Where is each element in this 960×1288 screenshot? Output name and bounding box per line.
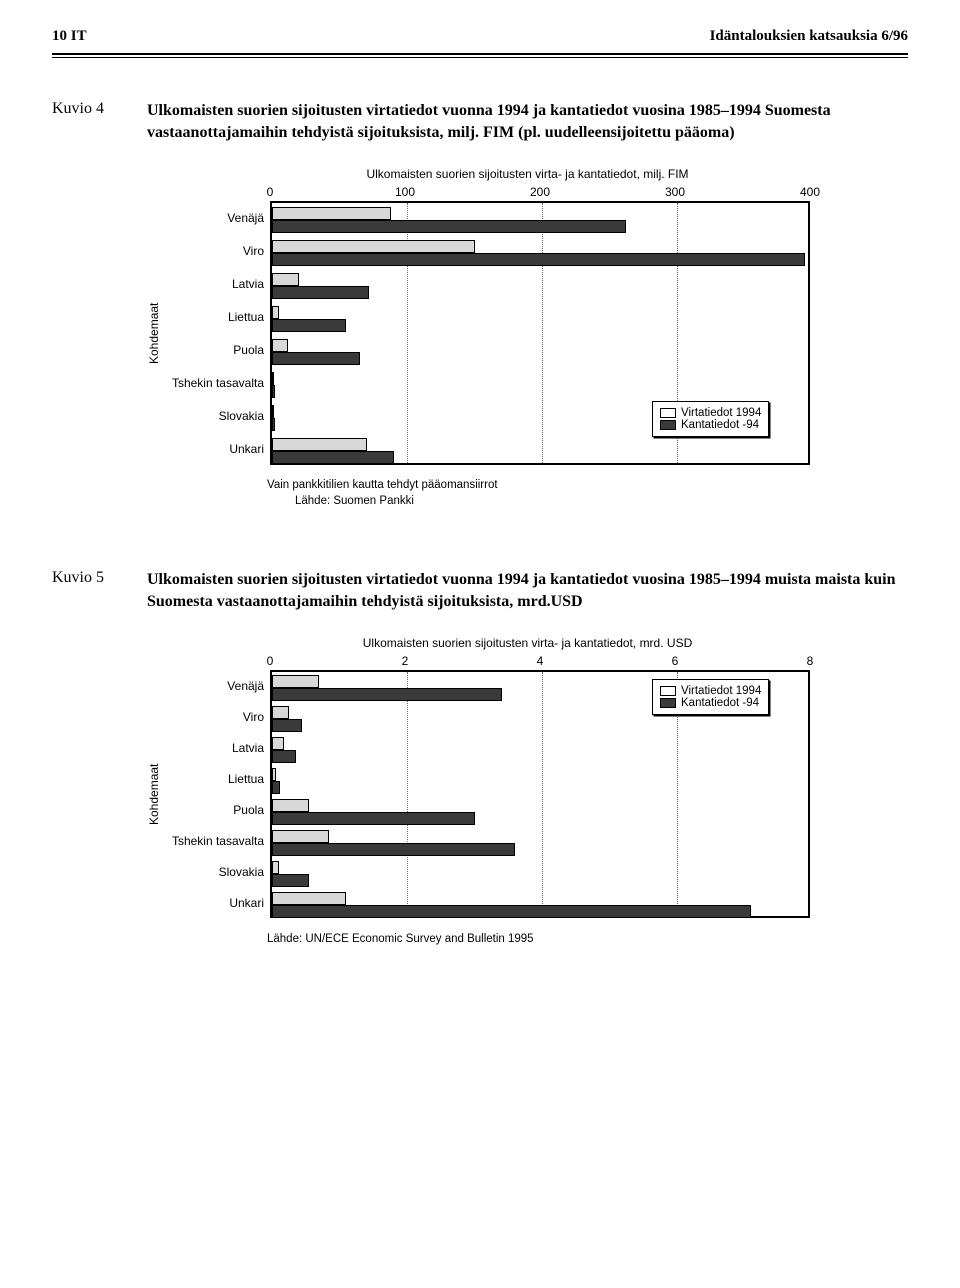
figure-5-plot-area: Virtatiedot 1994Kantatiedot -94 (270, 670, 810, 918)
bar-kantatiedot (272, 781, 280, 794)
bar-kantatiedot (272, 352, 360, 365)
bar-kantatiedot (272, 688, 502, 701)
bar-virtatiedot (272, 372, 274, 385)
figure-5-source: Lähde: UN/ECE Economic Survey and Bullet… (267, 932, 908, 948)
bar-group (272, 203, 626, 236)
bar-kantatiedot (272, 719, 302, 732)
category-label: Slovakia (165, 856, 264, 887)
figure-4-label: Kuvio 4 (52, 100, 147, 118)
bar-group (272, 236, 805, 269)
bar-group (272, 858, 309, 889)
page-number: 10 IT (52, 28, 87, 45)
category-label: Viro (165, 701, 264, 732)
bar-group (272, 434, 394, 467)
category-label: Latvia (165, 267, 264, 300)
bar-virtatiedot (272, 861, 279, 874)
bar-kantatiedot (272, 874, 309, 887)
bar-kantatiedot (272, 220, 626, 233)
running-title: Idäntalouksien katsauksia 6/96 (710, 28, 908, 45)
gridline (407, 672, 408, 916)
figure-5-subtitle: Ulkomaisten suorien sijoitusten virta- j… (147, 636, 908, 650)
bar-group (272, 703, 302, 734)
bar-group (272, 796, 475, 827)
bar-group (272, 734, 296, 765)
bar-virtatiedot (272, 240, 475, 253)
bar-kantatiedot (272, 319, 346, 332)
bar-virtatiedot (272, 438, 367, 451)
figure-5-label: Kuvio 5 (52, 569, 147, 587)
bar-virtatiedot (272, 405, 274, 418)
bar-group (272, 368, 275, 401)
bar-group (272, 269, 369, 302)
gridline (542, 672, 543, 916)
bar-kantatiedot (272, 418, 275, 431)
figure-4-subtitle: Ulkomaisten suorien sijoitusten virta- j… (147, 167, 908, 181)
header-rule-secondary (52, 57, 908, 58)
category-label: Venäjä (165, 670, 264, 701)
bar-group (272, 401, 275, 434)
bar-virtatiedot (272, 306, 279, 319)
category-label: Liettua (165, 300, 264, 333)
category-label: Tshekin tasavalta (165, 825, 264, 856)
bar-virtatiedot (272, 339, 288, 352)
category-label: Latvia (165, 732, 264, 763)
category-label: Liettua (165, 763, 264, 794)
bar-kantatiedot (272, 905, 751, 918)
figure-4-source: Vain pankkitilien kautta tehdyt pääomans… (267, 478, 908, 509)
bar-group (272, 889, 751, 920)
bar-virtatiedot (272, 892, 346, 905)
category-label: Puola (165, 794, 264, 825)
page-header: 10 IT Idäntalouksien katsauksia 6/96 (52, 28, 908, 45)
bar-kantatiedot (272, 451, 394, 464)
figure-4-caption: Ulkomaisten suorien sijoitusten virtatie… (147, 100, 908, 143)
figure-4-chart: Ulkomaisten suorien sijoitusten virta- j… (147, 167, 908, 509)
bar-virtatiedot (272, 207, 391, 220)
bar-virtatiedot (272, 799, 309, 812)
legend-swatch-virta (660, 686, 676, 696)
category-label: Unkari (165, 887, 264, 918)
legend: Virtatiedot 1994Kantatiedot -94 (652, 679, 769, 715)
category-label: Puola (165, 333, 264, 366)
figure-5-xticks: 02468 (270, 654, 810, 670)
y-axis-label: Kohdemaat (147, 670, 165, 918)
bar-virtatiedot (272, 273, 299, 286)
legend-swatch-kanta (660, 698, 676, 708)
category-label: Viro (165, 234, 264, 267)
bar-kantatiedot (272, 286, 369, 299)
category-label: Tshekin tasavalta (165, 366, 264, 399)
header-rule (52, 53, 908, 55)
bar-kantatiedot (272, 812, 475, 825)
bar-group (272, 765, 280, 796)
figure-4: Kuvio 4 Ulkomaisten suorien sijoitusten … (52, 100, 908, 509)
category-label: Unkari (165, 432, 264, 465)
bar-kantatiedot (272, 385, 275, 398)
bar-virtatiedot (272, 768, 276, 781)
legend-swatch-virta (660, 408, 676, 418)
bar-kantatiedot (272, 253, 805, 266)
category-label: Slovakia (165, 399, 264, 432)
y-axis-label: Kohdemaat (147, 201, 165, 465)
bar-group (272, 827, 515, 858)
legend: Virtatiedot 1994Kantatiedot -94 (652, 401, 769, 437)
bar-group (272, 335, 360, 368)
bar-kantatiedot (272, 750, 296, 763)
bar-kantatiedot (272, 843, 515, 856)
bar-virtatiedot (272, 737, 284, 750)
bar-group (272, 302, 346, 335)
figure-4-xticks: 0100200300400 (270, 185, 810, 201)
category-label: Venäjä (165, 201, 264, 234)
figure-4-plot-area: Virtatiedot 1994Kantatiedot -94 (270, 201, 810, 465)
figure-5-chart: Ulkomaisten suorien sijoitusten virta- j… (147, 636, 908, 948)
bar-virtatiedot (272, 675, 319, 688)
bar-group (272, 672, 502, 703)
figure-5-caption: Ulkomaisten suorien sijoitusten virtatie… (147, 569, 908, 612)
figure-5: Kuvio 5 Ulkomaisten suorien sijoitusten … (52, 569, 908, 948)
legend-swatch-kanta (660, 420, 676, 430)
bar-virtatiedot (272, 830, 329, 843)
bar-virtatiedot (272, 706, 289, 719)
